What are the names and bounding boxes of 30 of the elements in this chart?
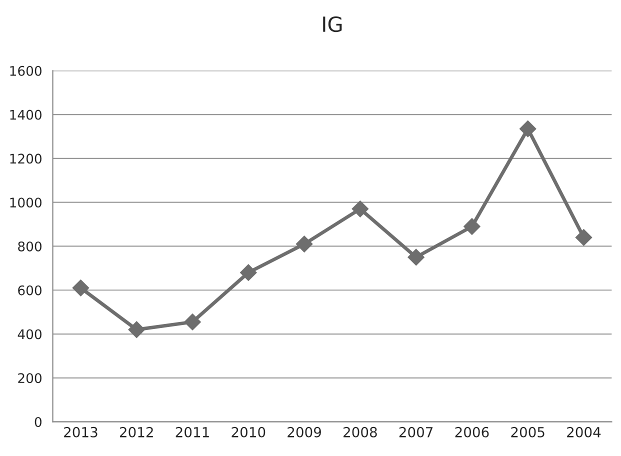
point <box>519 120 536 138</box>
point <box>408 248 424 266</box>
chart-title: IG <box>323 16 342 32</box>
y-tick-label: 800 <box>18 241 42 252</box>
y-tick-label: 400 <box>18 329 42 340</box>
point <box>352 200 369 218</box>
y-tick-label: 1600 <box>10 66 42 76</box>
point <box>464 218 480 235</box>
point <box>128 321 145 338</box>
point <box>575 229 592 246</box>
x-tick-label: 2004 <box>567 426 601 438</box>
x-tick-label: 2008 <box>344 426 377 438</box>
point <box>240 264 257 281</box>
y-tick-label: 1200 <box>10 154 42 164</box>
x-tick-label: 2007 <box>399 426 433 438</box>
x-tick-label: 2005 <box>511 426 544 438</box>
y-tick-label: 200 <box>18 373 42 384</box>
y-tick-label: 0 <box>34 417 42 427</box>
y-tick-label: 1400 <box>10 110 42 120</box>
x-tick-label: 2012 <box>120 426 153 438</box>
y-tick-label: 1000 <box>10 198 42 208</box>
y-tick-label: 600 <box>18 285 42 296</box>
point <box>296 236 313 252</box>
x-tick-label: 2006 <box>455 426 489 438</box>
x-tick-label: 2013 <box>64 426 98 438</box>
x-tick-label: 2011 <box>176 426 209 438</box>
x-tick-label: 2009 <box>288 426 321 438</box>
point <box>72 280 90 296</box>
point <box>184 314 201 330</box>
x-tick-label: 2010 <box>232 426 266 438</box>
